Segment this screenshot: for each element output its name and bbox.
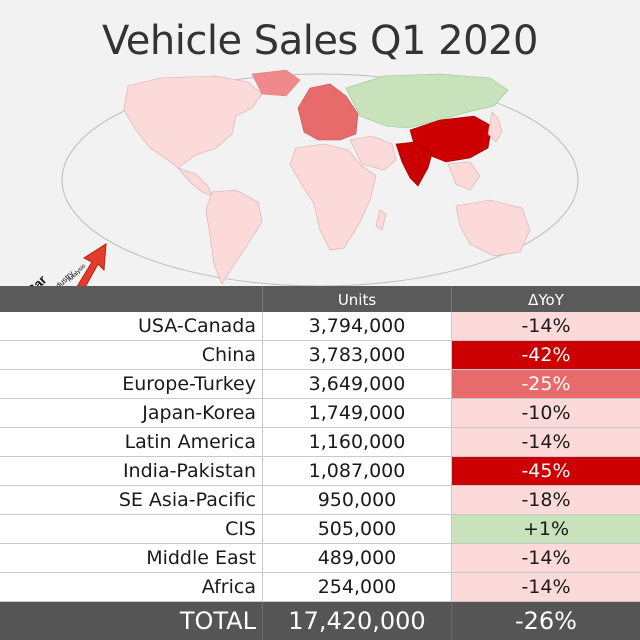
map-region-se-asia <box>447 161 481 191</box>
table-row: India-Pakistan 1,087,000 -45% <box>0 457 640 486</box>
map-region-greenland <box>251 69 301 97</box>
units-cell: 1,749,000 <box>262 399 452 427</box>
total-units: 17,420,000 <box>262 602 452 640</box>
yoy-cell: -45% <box>452 457 640 485</box>
table-row: Europe-Turkey 3,649,000 -25% <box>0 370 640 399</box>
table-row: USA-Canada 3,794,000 -14% <box>0 312 640 341</box>
sales-table: Units ΔYoY USA-Canada 3,794,000 -14% China 3… <box>0 286 640 640</box>
units-cell: 3,649,000 <box>262 370 452 398</box>
units-cell: 1,087,000 <box>262 457 452 485</box>
map-region-central-america <box>177 167 213 197</box>
yoy-cell: -42% <box>452 341 640 369</box>
table-total-row: TOTAL 17,420,000 -26% <box>0 602 640 640</box>
map-region-oceania <box>455 199 531 257</box>
region-cell: Japan-Korea <box>142 402 256 424</box>
map-region-japan-korea <box>487 111 503 143</box>
table-header-row: Units ΔYoY <box>0 286 640 315</box>
units-cell: 3,783,000 <box>262 341 452 369</box>
table-row: Japan-Korea 1,749,000 -10% <box>0 399 640 428</box>
units-cell: 254,000 <box>262 573 452 601</box>
units-cell: 950,000 <box>262 486 452 514</box>
table-row: SE Asia-Pacific 950,000 -18% <box>0 486 640 515</box>
units-cell: 505,000 <box>262 515 452 543</box>
yoy-cell: -14% <box>452 428 640 456</box>
map-region-latin-america <box>205 189 263 285</box>
region-cell: Europe-Turkey <box>122 373 256 395</box>
table-row: Africa 254,000 -14% <box>0 573 640 602</box>
region-cell: SE Asia-Pacific <box>118 489 256 511</box>
header-units: Units <box>262 286 452 314</box>
yoy-cell: -25% <box>452 370 640 398</box>
map-region-usa-canada <box>123 75 263 169</box>
total-label: TOTAL <box>179 607 256 635</box>
world-map <box>61 69 579 286</box>
yoy-cell: +1% <box>452 515 640 543</box>
map-region-africa <box>289 143 377 251</box>
chart-title: Vehicle Sales Q1 2020 <box>102 18 538 64</box>
total-yoy: -26% <box>514 607 577 635</box>
map-region-europe-turkey <box>297 83 359 141</box>
region-cell: India-Pakistan <box>122 460 256 482</box>
map-region-madagascar <box>375 209 387 231</box>
map-region-cis <box>345 73 509 129</box>
region-cell: Latin America <box>124 431 256 453</box>
units-cell: 489,000 <box>262 544 452 572</box>
yoy-cell: -14% <box>452 573 640 601</box>
region-cell: China <box>201 344 256 366</box>
yoy-cell: -14% <box>452 544 640 572</box>
table-row: Latin America 1,160,000 -14% <box>0 428 640 457</box>
yoy-cell: -10% <box>452 399 640 427</box>
units-cell: 1,160,000 <box>262 428 452 456</box>
region-cell: USA-Canada <box>137 315 256 337</box>
map-region-india-pakistan <box>395 141 433 187</box>
table-row: CIS 505,000 +1% <box>0 515 640 544</box>
yoy-cell: -18% <box>452 486 640 514</box>
yoy-cell: -14% <box>452 312 640 340</box>
region-cell: CIS <box>225 518 256 540</box>
units-cell: 3,794,000 <box>262 312 452 340</box>
map-region-middle-east <box>349 135 397 171</box>
header-region <box>0 286 262 314</box>
table-row: China 3,783,000 -42% <box>0 341 640 370</box>
region-cell: Africa <box>201 576 256 598</box>
table-row: Middle East 489,000 -14% <box>0 544 640 573</box>
region-cell: Middle East <box>146 547 256 569</box>
header-yoy: ΔYoY <box>528 291 564 309</box>
